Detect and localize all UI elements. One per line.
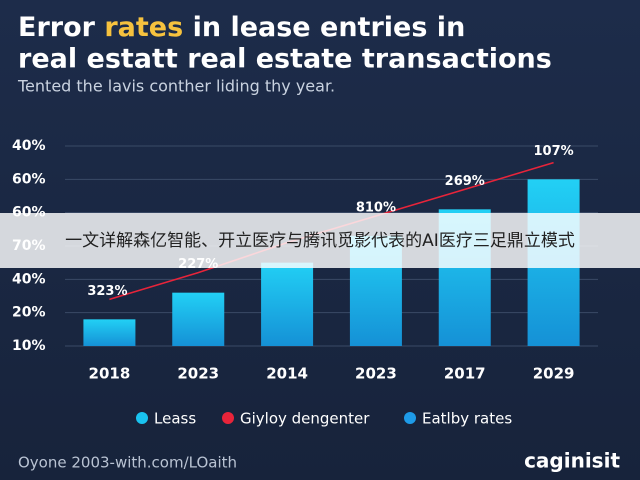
legend-marker: [222, 412, 234, 424]
legend-marker: [404, 412, 416, 424]
x-tick-label: 2029: [533, 365, 575, 383]
y-tick-label: 10%: [12, 338, 46, 354]
annotation: 810%: [356, 201, 396, 216]
overlay-text: 一文详解森亿智能、开立医疗与腾讯觅影代表的AI医疗三足鼎立模式: [65, 231, 575, 251]
subtitle: Tented the lavis conther liding thy year…: [17, 77, 335, 96]
annotation: 107%: [533, 144, 573, 159]
x-tick-label: 2018: [89, 365, 131, 383]
x-tick-label: 2023: [177, 365, 219, 383]
x-tick-label: 2017: [444, 365, 486, 383]
legend-marker: [136, 412, 148, 424]
overlay-banner: [0, 213, 640, 268]
legend-label: Giyloy dengenter: [240, 410, 370, 428]
y-tick-label: 40%: [12, 271, 46, 287]
y-tick-label: 60%: [12, 171, 46, 187]
annotation: 323%: [87, 284, 127, 299]
footer: Oyone 2003-with.com/LOaith: [18, 454, 237, 472]
logo: caginisit: [524, 449, 620, 473]
x-tick-label: 2023: [355, 365, 397, 383]
legend-label: Leass: [154, 410, 196, 428]
annotation: 269%: [445, 174, 485, 189]
chart-title: real estatt real estate transactions: [18, 44, 552, 75]
y-tick-label: 40%: [12, 138, 46, 154]
chart-title: Error rates in lease entries in: [18, 12, 465, 43]
x-tick-label: 2014: [266, 365, 308, 383]
bar: [83, 319, 136, 346]
legend-label: Eatlby rates: [422, 410, 512, 428]
y-tick-label: 20%: [12, 305, 46, 321]
bar: [261, 262, 314, 346]
bar: [172, 292, 225, 346]
